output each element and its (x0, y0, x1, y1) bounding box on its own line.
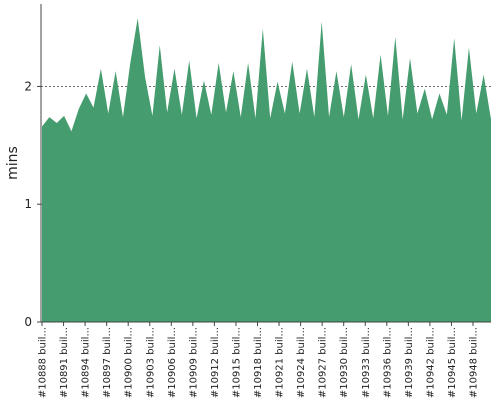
x-tick-label: #10918 buil... (253, 327, 264, 398)
y-axis-label: mins (5, 146, 21, 180)
x-tick-label: #10930 buil... (339, 327, 350, 398)
label-layer: mins (5, 146, 21, 180)
x-tick-label: #10906 buil... (167, 327, 178, 398)
x-tick-label: #10891 buil... (59, 327, 70, 398)
x-tick-label: #10894 buil... (81, 327, 92, 398)
x-tick-label: #10933 buil... (361, 327, 372, 398)
x-tick-label: #10921 buil... (275, 327, 286, 398)
y-tick-label: 1 (24, 197, 32, 211)
x-tick-label: #10936 buil... (382, 327, 393, 398)
area-series (42, 18, 491, 322)
x-tick-label: #10912 buil... (210, 327, 221, 398)
x-tick-label: #10900 buil... (124, 327, 135, 398)
x-tick-label: #10924 buil... (296, 327, 307, 398)
x-tick-label: #10915 buil... (231, 327, 242, 398)
y-tick-label: 2 (24, 79, 32, 93)
y-tick-label: 0 (24, 315, 32, 329)
x-tick-label: #10948 buil... (469, 327, 480, 398)
x-tick-label: #10942 buil... (425, 327, 436, 398)
area-layer (42, 18, 491, 322)
x-tick-label: #10888 buil... (38, 327, 49, 398)
x-tick-label: #10945 buil... (447, 327, 458, 398)
x-tick-label: #10903 buil... (145, 327, 156, 398)
x-tick-label: #10927 buil... (318, 327, 329, 398)
x-tick-label: #10897 buil... (102, 327, 113, 398)
x-tick-label: #10909 buil... (188, 327, 199, 398)
axis-layer: 0 1 2 #10888 buil... #10891 buil... #10894 bu… (24, 4, 491, 398)
x-tick-label: #10939 buil... (404, 327, 415, 398)
